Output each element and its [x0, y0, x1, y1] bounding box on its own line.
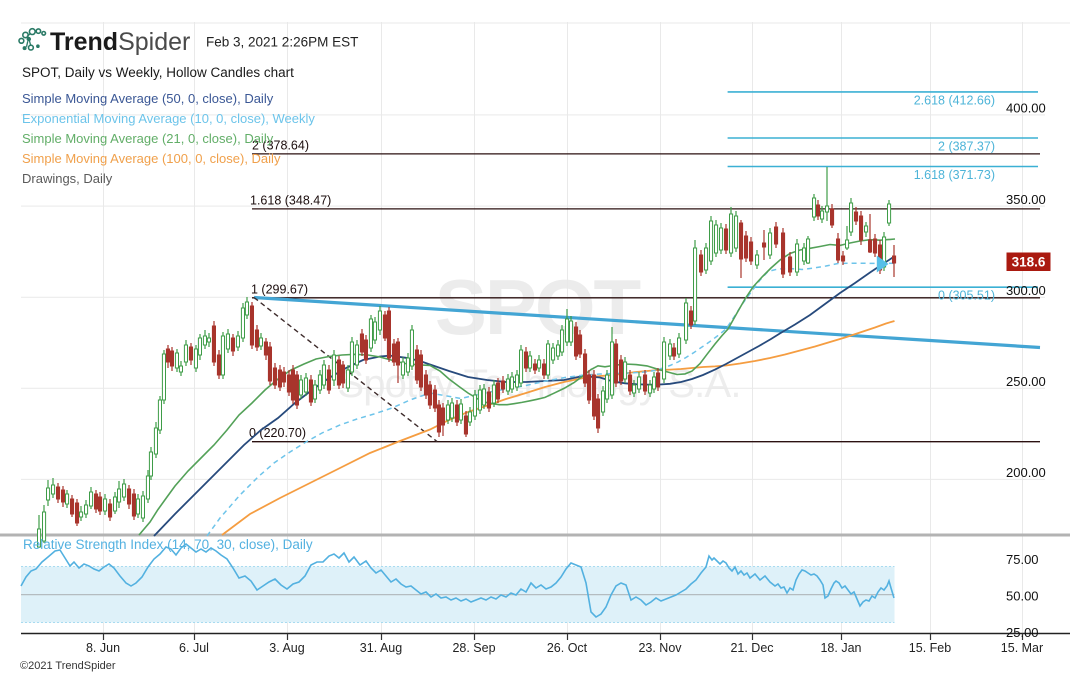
- svg-text:25.00: 25.00: [1006, 625, 1039, 640]
- svg-text:200.00: 200.00: [1006, 465, 1046, 480]
- svg-text:2 (378.64): 2 (378.64): [252, 138, 309, 152]
- svg-text:15. Mar: 15. Mar: [1001, 641, 1043, 655]
- svg-text:SPOT: SPOT: [435, 263, 641, 351]
- svg-text:Simple Moving Average (21, 0,: Simple Moving Average (21, 0, close), Da…: [22, 131, 274, 146]
- svg-text:3. Aug: 3. Aug: [269, 641, 304, 655]
- svg-text:2.618 (412.66): 2.618 (412.66): [914, 93, 995, 107]
- svg-text:350.00: 350.00: [1006, 192, 1046, 207]
- svg-text:Exponential Moving Average (10: Exponential Moving Average (10, 0, close…: [22, 111, 315, 126]
- svg-text:400.00: 400.00: [1006, 101, 1046, 116]
- svg-text:18. Jan: 18. Jan: [820, 641, 861, 655]
- svg-text:SPOT, Daily vs Weekly, Hollow: SPOT, Daily vs Weekly, Hollow Candles ch…: [22, 65, 294, 80]
- svg-text:1.618 (348.47): 1.618 (348.47): [250, 193, 331, 207]
- svg-text:28. Sep: 28. Sep: [452, 641, 495, 655]
- svg-text:26. Oct: 26. Oct: [547, 641, 588, 655]
- svg-text:0 (220.70): 0 (220.70): [249, 426, 306, 440]
- svg-text:75.00: 75.00: [1006, 552, 1039, 567]
- svg-text:15. Feb: 15. Feb: [909, 641, 951, 655]
- svg-text:Feb 3, 2021 2:26PM EST: Feb 3, 2021 2:26PM EST: [206, 35, 358, 50]
- svg-text:23. Nov: 23. Nov: [638, 641, 682, 655]
- svg-text:6. Jul: 6. Jul: [179, 641, 209, 655]
- svg-text:©2021 TrendSpider: ©2021 TrendSpider: [20, 660, 116, 672]
- svg-text:21. Dec: 21. Dec: [730, 641, 773, 655]
- svg-text:250.00: 250.00: [1006, 374, 1046, 389]
- svg-text:8. Jun: 8. Jun: [86, 641, 120, 655]
- svg-text:Drawings, Daily: Drawings, Daily: [22, 171, 113, 186]
- svg-text:TrendSpider: TrendSpider: [50, 28, 190, 56]
- svg-text:31. Aug: 31. Aug: [360, 641, 402, 655]
- svg-text:Simple Moving Average (100, 0,: Simple Moving Average (100, 0, close), D…: [22, 151, 281, 166]
- svg-text:Simple Moving Average (50, 0,: Simple Moving Average (50, 0, close), Da…: [22, 91, 274, 106]
- svg-text:1.618 (371.73): 1.618 (371.73): [914, 168, 995, 182]
- svg-text:318.6: 318.6: [1012, 255, 1046, 270]
- svg-text:0 (305.51): 0 (305.51): [938, 289, 995, 303]
- svg-text:2 (387.37): 2 (387.37): [938, 140, 995, 154]
- svg-text:50.00: 50.00: [1006, 589, 1039, 604]
- svg-text:1 (299.67): 1 (299.67): [251, 282, 308, 296]
- svg-text:Relative Strength Index (14, 7: Relative Strength Index (14, 70, 30, clo…: [23, 537, 313, 552]
- svg-text:300.00: 300.00: [1006, 283, 1046, 298]
